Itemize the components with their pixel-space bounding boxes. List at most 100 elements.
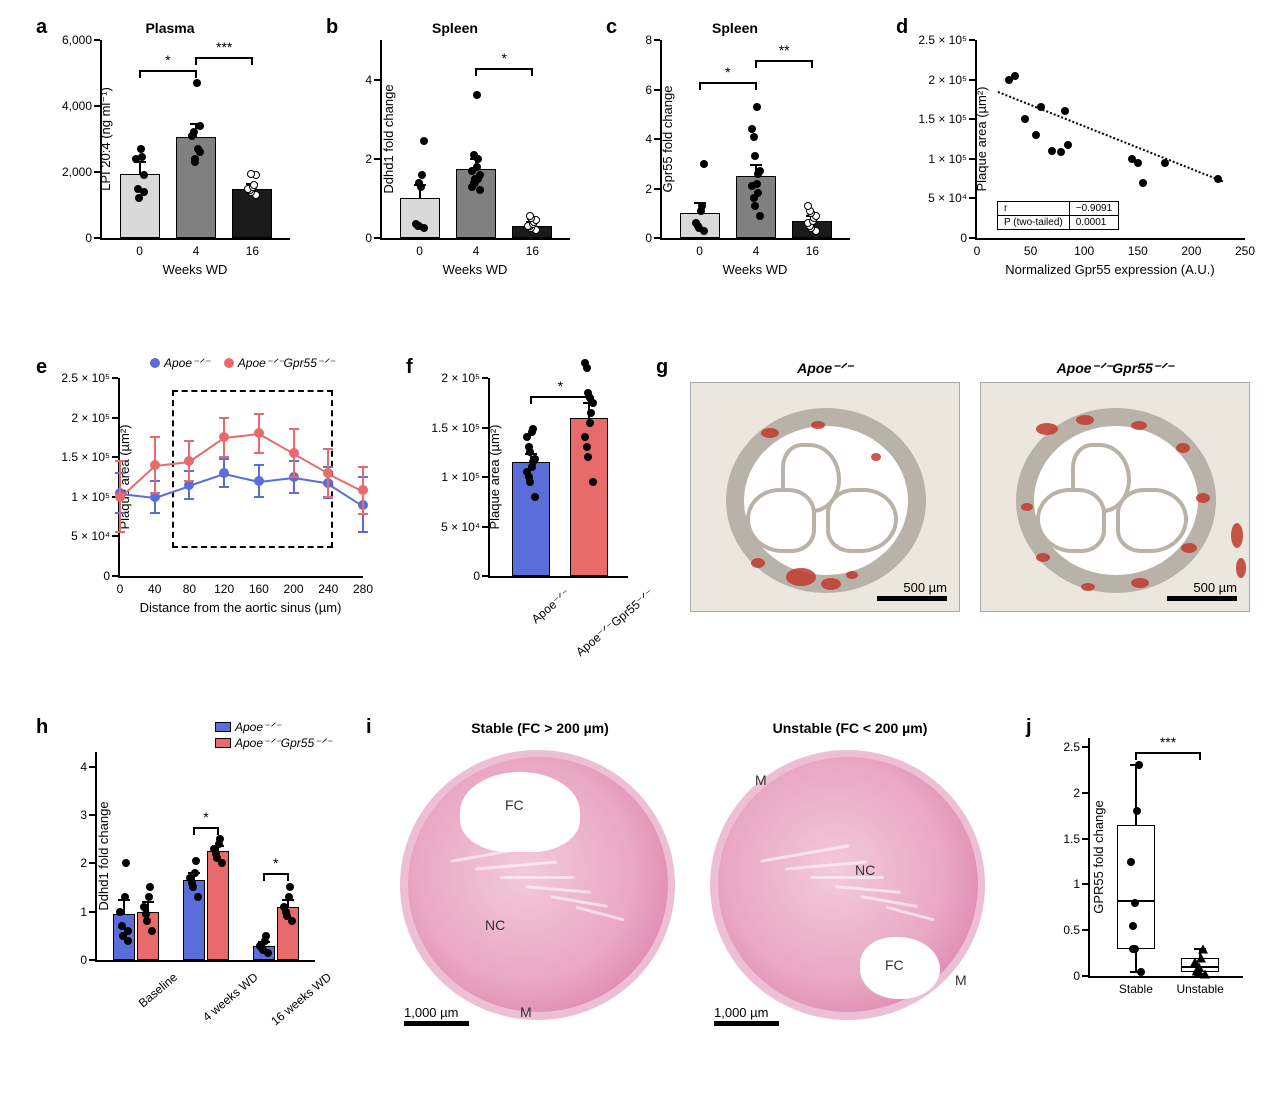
- scatter-point: [1057, 148, 1065, 156]
- annotation-label: FC: [885, 957, 904, 973]
- legend-item: Apoe⁻ᐟ⁻: [150, 356, 210, 370]
- data-point: [700, 160, 708, 168]
- scatter-point: [1011, 72, 1019, 80]
- ytick-label: 6: [645, 83, 652, 97]
- box: [1117, 825, 1155, 949]
- panel-b-label: b: [326, 16, 338, 39]
- xtick-label: 0: [136, 244, 143, 258]
- data-point: [286, 883, 294, 891]
- panel-j: j GPR55 fold change00.511.522.5StableUns…: [1030, 720, 1260, 1040]
- xtick-label: 50: [1024, 244, 1037, 258]
- data-point: [124, 927, 132, 935]
- significance-marker: *: [165, 52, 170, 68]
- scale-label: 500 µm: [903, 580, 947, 595]
- ytick-label: 1: [80, 905, 87, 919]
- data-point: [122, 859, 130, 867]
- ytick-label: 2.5 × 10⁵: [918, 33, 967, 47]
- panel-b-title: Spleen: [330, 20, 580, 36]
- xtick-label: 4: [473, 244, 480, 258]
- ytick-label: 1: [1073, 877, 1080, 891]
- ytick-label: 3: [80, 808, 87, 822]
- data-point: [589, 478, 597, 486]
- panel-e-xlabel: Distance from the aortic sinus (µm): [118, 600, 363, 615]
- y-axis-label: Ddhd1 fold change: [381, 84, 396, 193]
- data-point: [145, 893, 153, 901]
- significance-marker: *: [501, 50, 506, 66]
- data-point: [586, 419, 594, 427]
- ytick-label: 2: [1073, 786, 1080, 800]
- panel-a-plot: LPI 20:4 (ng ml⁻¹)02,0004,0006,0000416**…: [100, 40, 290, 240]
- data-point: [250, 181, 258, 189]
- panel-e-legend: Apoe⁻ᐟ⁻Apoe⁻ᐟ⁻Gpr55⁻ᐟ⁻: [150, 356, 335, 370]
- scatter-point: [1064, 141, 1072, 149]
- significance-marker: ***: [216, 39, 232, 55]
- scatter-point: [1134, 159, 1142, 167]
- panel-b-xlabel: Weeks WD: [380, 262, 570, 277]
- annotation-label: NC: [855, 862, 875, 878]
- xtick-label: Apoe⁻ᐟ⁻Gpr55⁻ᐟ⁻: [574, 586, 657, 659]
- panel-g-title1: Apoe⁻ᐟ⁻: [690, 360, 960, 377]
- panel-h-legend: Apoe⁻ᐟ⁻Apoe⁻ᐟ⁻Gpr55⁻ᐟ⁻: [215, 720, 332, 752]
- data-point: [191, 158, 199, 166]
- data-point: [415, 179, 423, 187]
- data-point: [196, 122, 204, 130]
- ytick-label: 0: [473, 569, 480, 583]
- data-point: [191, 869, 199, 877]
- bar: [570, 418, 608, 576]
- panel-i-title2: Unstable (FC < 200 µm): [700, 720, 1000, 736]
- xtick-label: 200: [284, 582, 304, 596]
- ytick-label: 8: [645, 33, 652, 47]
- ytick-label: 1.5 × 10⁵: [431, 421, 480, 435]
- ytick-label: 1.5 × 10⁵: [61, 450, 110, 464]
- ytick-label: 5 × 10⁴: [928, 191, 967, 205]
- xtick-label: 250: [1235, 244, 1255, 258]
- data-point: [1198, 944, 1208, 953]
- ytick-label: 1 × 10⁵: [71, 490, 110, 504]
- ytick-label: 0: [645, 231, 652, 245]
- data-point: [753, 180, 761, 188]
- data-point: [587, 409, 595, 417]
- data-point: [285, 893, 293, 901]
- data-point: [473, 91, 481, 99]
- panel-g-image1: 500 µm: [690, 382, 960, 612]
- annotation-label: NC: [485, 917, 505, 933]
- scatter-point: [1021, 115, 1029, 123]
- panel-g-title2: Apoe⁻ᐟ⁻Gpr55⁻ᐟ⁻: [980, 360, 1250, 377]
- data-point: [216, 835, 224, 843]
- bar: [183, 880, 205, 960]
- y-axis-label: Plaque area (µm²): [487, 424, 502, 529]
- panel-f-plot: Plaque area (µm²)05 × 10⁴1 × 10⁵1.5 × 10…: [488, 378, 628, 578]
- panel-g: g Apoe⁻ᐟ⁻ Apoe⁻ᐟ⁻Gpr55⁻ᐟ⁻ 500 µm 500 µm: [660, 360, 1260, 640]
- xtick-label: 160: [249, 582, 269, 596]
- xtick-label: 0: [696, 244, 703, 258]
- data-point: [692, 219, 700, 227]
- data-point: [753, 103, 761, 111]
- ytick-label: 2 × 10⁵: [441, 371, 480, 385]
- data-point: [804, 202, 812, 210]
- panel-a-label: a: [36, 16, 47, 39]
- annotation-label: M: [755, 772, 767, 788]
- panel-i-label: i: [366, 716, 372, 739]
- legend-item: Apoe⁻ᐟ⁻: [215, 720, 332, 734]
- data-point: [140, 171, 148, 179]
- ytick-label: 5 × 10⁴: [71, 529, 110, 543]
- annotation-label: M: [955, 972, 967, 988]
- panel-g-label: g: [656, 356, 668, 379]
- data-point: [470, 151, 478, 159]
- data-point: [1131, 899, 1139, 907]
- data-point: [418, 171, 426, 179]
- y-axis-label: LPI 20:4 (ng ml⁻¹): [98, 87, 114, 191]
- y-axis-label: GPR55 fold change: [1091, 800, 1106, 913]
- ytick-label: 2: [80, 856, 87, 870]
- xtick-label: 16 weeks WD: [268, 970, 334, 1028]
- xtick-label: 16: [526, 244, 539, 258]
- ytick-label: 0: [85, 231, 92, 245]
- data-point: [525, 443, 533, 451]
- panel-e-label: e: [36, 356, 47, 379]
- data-point: [468, 183, 476, 191]
- data-point: [138, 153, 146, 161]
- xtick-label: Apoe⁻ᐟ⁻: [529, 586, 573, 626]
- data-point: [751, 202, 759, 210]
- ytick-label: 0.5: [1063, 923, 1080, 937]
- scale-label: 1,000 µm: [404, 1005, 458, 1020]
